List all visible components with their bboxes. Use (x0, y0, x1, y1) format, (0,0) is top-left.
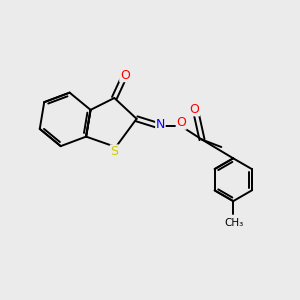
Text: N: N (156, 118, 165, 131)
Text: O: O (176, 116, 186, 129)
Text: S: S (110, 145, 118, 158)
Text: O: O (120, 69, 130, 82)
Text: CH₃: CH₃ (224, 218, 243, 228)
Text: O: O (190, 103, 200, 116)
